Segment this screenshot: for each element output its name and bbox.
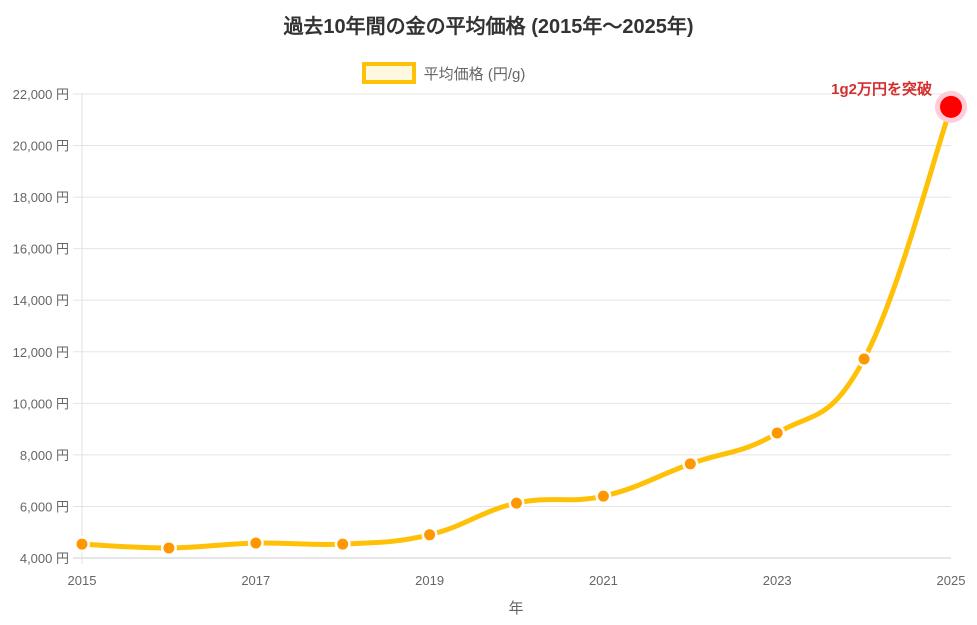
y-tick-label: 8,000 円 bbox=[20, 448, 69, 463]
x-tick-label: 2021 bbox=[589, 573, 618, 588]
chart-title: 過去10年間の金の平均価格 (2015年～2025年) bbox=[283, 16, 694, 38]
data-point[interactable] bbox=[684, 458, 696, 470]
y-axis-ticks: 4,000 円 6,000 円 8,000 円 10,000 円 12,000 円 14,… bbox=[13, 87, 69, 566]
price-line bbox=[79, 104, 954, 551]
data-point[interactable] bbox=[597, 490, 609, 502]
y-tick-label: 10,000 円 bbox=[13, 396, 69, 411]
x-axis-title: 年 bbox=[508, 600, 523, 617]
data-point[interactable] bbox=[424, 529, 436, 541]
y-tick-label: 16,000 円 bbox=[13, 242, 69, 257]
data-point[interactable] bbox=[858, 353, 870, 365]
annotation-label: 1g2万円を突破 bbox=[831, 80, 932, 98]
x-tick-label: 2017 bbox=[241, 573, 270, 588]
y-tick-label: 6,000 円 bbox=[20, 499, 69, 514]
x-tick-label: 2015 bbox=[68, 573, 97, 588]
legend-label[interactable]: 平均価格 (円/g) bbox=[423, 65, 526, 83]
x-tick-label: 2025 bbox=[937, 573, 966, 588]
data-point[interactable] bbox=[337, 538, 349, 550]
x-axis-ticks: 2015 2017 2019 2021 2023 2025 bbox=[68, 573, 966, 588]
legend: 平均価格 (円/g) bbox=[0, 62, 977, 84]
y-tick-label: 22,000 円 bbox=[13, 87, 69, 102]
legend-swatch[interactable] bbox=[361, 62, 416, 84]
data-point[interactable] bbox=[511, 497, 522, 509]
data-point[interactable] bbox=[163, 542, 175, 554]
x-tick-label: 2023 bbox=[763, 573, 792, 588]
data-point[interactable] bbox=[771, 427, 783, 439]
y-tick-label: 12,000 円 bbox=[13, 345, 69, 360]
data-point[interactable] bbox=[76, 538, 88, 550]
grid-lines bbox=[73, 93, 951, 564]
y-tick-label: 20,000 円 bbox=[13, 139, 69, 154]
y-tick-label: 14,000 円 bbox=[13, 293, 69, 308]
data-points bbox=[74, 90, 967, 556]
y-tick-label: 18,000 円 bbox=[13, 190, 69, 205]
y-tick-label: 4,000 円 bbox=[20, 551, 69, 566]
x-tick-label: 2019 bbox=[415, 573, 444, 588]
data-point-highlight[interactable] bbox=[940, 95, 962, 118]
data-point[interactable] bbox=[250, 537, 262, 549]
